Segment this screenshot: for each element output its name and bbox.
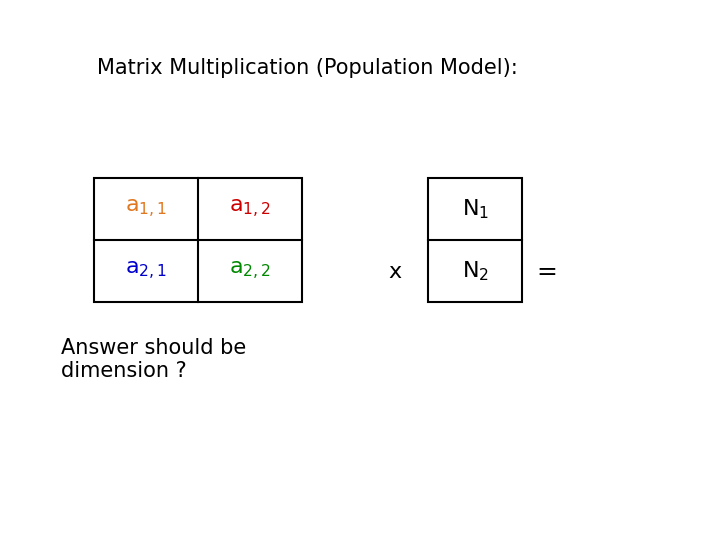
Text: =: = xyxy=(537,260,557,284)
Text: Answer should be
dimension ?: Answer should be dimension ? xyxy=(61,338,246,381)
Text: Matrix Multiplication (Population Model):: Matrix Multiplication (Population Model)… xyxy=(97,57,518,78)
Text: $\mathrm{N}_{2}$: $\mathrm{N}_{2}$ xyxy=(462,260,489,283)
Bar xyxy=(94,178,302,302)
Text: $\mathrm{a}_{1,2}$: $\mathrm{a}_{1,2}$ xyxy=(229,198,271,220)
Text: $\mathrm{a}_{2,2}$: $\mathrm{a}_{2,2}$ xyxy=(229,260,271,282)
Text: $\mathrm{a}_{1,1}$: $\mathrm{a}_{1,1}$ xyxy=(125,198,167,220)
Text: x: x xyxy=(388,261,401,282)
Text: $\mathrm{N}_{1}$: $\mathrm{N}_{1}$ xyxy=(462,198,489,221)
Bar xyxy=(428,178,522,302)
Text: $\mathrm{a}_{2,1}$: $\mathrm{a}_{2,1}$ xyxy=(125,260,167,282)
